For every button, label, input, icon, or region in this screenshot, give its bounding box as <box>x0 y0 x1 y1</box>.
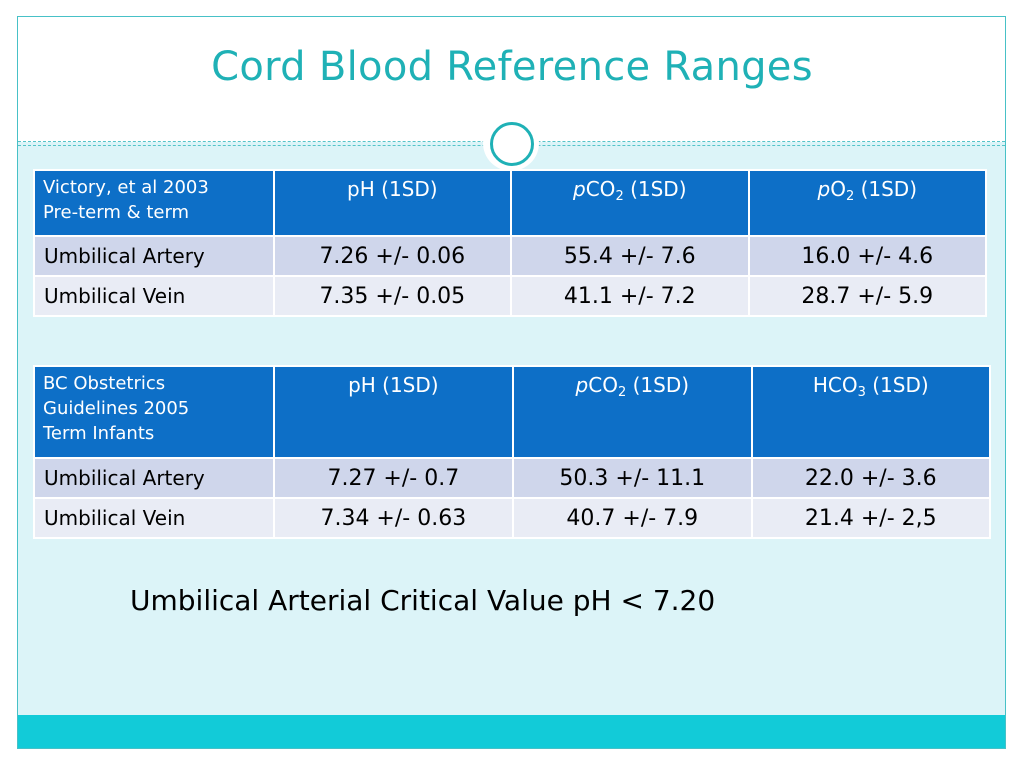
table-source-cell: Victory, et al 2003 Pre-term & term <box>33 169 275 237</box>
table-cell: 22.0 +/- 3.6 <box>750 457 992 499</box>
source-line: Guidelines 2005 <box>43 398 190 419</box>
critical-value-note: Umbilical Arterial Critical Value pH < 7… <box>130 584 716 617</box>
col-sub: 3 <box>857 385 866 400</box>
col-sub: 2 <box>617 385 627 400</box>
slide-title: Cord Blood Reference Ranges <box>211 44 813 90</box>
table-cell: 50.3 +/- 11.1 <box>512 457 753 499</box>
col-suffix: (1SD) <box>375 373 439 397</box>
col-sub: 2 <box>615 189 624 204</box>
col-suffix: (1SD) <box>626 373 690 397</box>
circle-ornament-icon <box>490 122 534 166</box>
source-line: Victory, et al 2003 <box>43 177 209 198</box>
col-prefix: p <box>575 373 589 397</box>
reference-table-bc-obstetrics: BC Obstetrics Guidelines 2005 Term Infan… <box>33 365 992 539</box>
row-label: Umbilical Vein <box>33 497 275 539</box>
col-main: CO <box>588 373 618 397</box>
col-main: O <box>830 177 846 201</box>
column-header-ph: pH (1SD) <box>272 365 515 459</box>
reference-table-victory: Victory, et al 2003 Pre-term & term pH (… <box>33 169 987 317</box>
table-row: Umbilical Vein 7.35 +/- 0.05 41.1 +/- 7.… <box>33 275 987 317</box>
table-cell: 28.7 +/- 5.9 <box>747 275 987 317</box>
row-label: Umbilical Artery <box>33 235 275 277</box>
source-line: BC Obstetrics <box>43 373 166 394</box>
table-cell: 7.34 +/- 0.63 <box>272 497 515 539</box>
column-header-pco2: pCO2 (1SD) <box>512 365 753 459</box>
col-sub: 2 <box>845 189 855 204</box>
column-header-po2: pO2 (1SD) <box>747 169 987 237</box>
col-prefix: p <box>817 177 831 201</box>
table-cell: 7.35 +/- 0.05 <box>272 275 513 317</box>
table-cell: 21.4 +/- 2,5 <box>750 497 992 539</box>
table-cell: 7.27 +/- 0.7 <box>272 457 515 499</box>
table-row: Umbilical Artery 7.26 +/- 0.06 55.4 +/- … <box>33 235 987 277</box>
source-line: Term Infants <box>43 423 155 444</box>
column-header-ph: pH (1SD) <box>272 169 513 237</box>
col-prefix: p <box>573 177 586 201</box>
table-header-row: BC Obstetrics Guidelines 2005 Term Infan… <box>33 365 992 459</box>
table-source-cell: BC Obstetrics Guidelines 2005 Term Infan… <box>33 365 275 459</box>
row-label: Umbilical Artery <box>33 457 275 499</box>
source-line: Pre-term & term <box>43 202 190 223</box>
col-suffix: (1SD) <box>854 177 918 201</box>
col-suffix: (1SD) <box>623 177 687 201</box>
bottom-band <box>18 715 1005 748</box>
table-row: Umbilical Vein 7.34 +/- 0.63 40.7 +/- 7.… <box>33 497 992 539</box>
table-row: Umbilical Artery 7.27 +/- 0.7 50.3 +/- 1… <box>33 457 992 499</box>
col-suffix: (1SD) <box>374 177 438 201</box>
table-cell: 16.0 +/- 4.6 <box>747 235 987 277</box>
table-cell: 40.7 +/- 7.9 <box>512 497 753 539</box>
table-cell: 41.1 +/- 7.2 <box>510 275 750 317</box>
col-main: CO <box>585 177 616 201</box>
table-cell: 7.26 +/- 0.06 <box>272 235 513 277</box>
table-header-row: Victory, et al 2003 Pre-term & term pH (… <box>33 169 987 237</box>
col-suffix: (1SD) <box>865 373 929 397</box>
column-header-hco3: HCO3 (1SD) <box>750 365 992 459</box>
column-header-pco2: pCO2 (1SD) <box>510 169 750 237</box>
col-main: HCO <box>812 373 858 397</box>
row-label: Umbilical Vein <box>33 275 275 317</box>
table-cell: 55.4 +/- 7.6 <box>510 235 750 277</box>
col-main: pH <box>348 373 376 397</box>
col-main: pH <box>347 177 375 201</box>
